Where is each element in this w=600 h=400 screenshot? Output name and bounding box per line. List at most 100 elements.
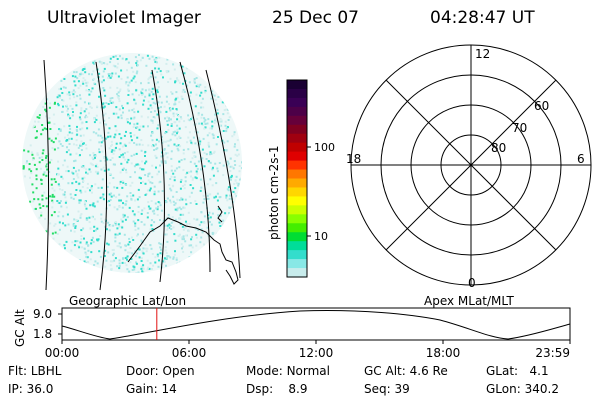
uv-pixel (168, 216, 171, 219)
uv-pixel (94, 165, 97, 168)
uv-pixel (198, 223, 201, 226)
uv-pixel (174, 103, 177, 106)
uv-pixel (45, 156, 47, 159)
uv-pixel (54, 101, 56, 104)
uv-pixel (209, 193, 212, 196)
uv-pixel (195, 93, 198, 96)
uv-pixel (126, 258, 128, 261)
uv-pixel (167, 81, 170, 83)
uv-pixel (222, 174, 225, 177)
uv-pixel (235, 182, 238, 185)
uv-pixel (75, 139, 78, 142)
uv-pixel (214, 113, 217, 116)
uv-pixel (177, 114, 180, 117)
uv-pixel (174, 134, 177, 137)
uv-pixel (165, 201, 168, 204)
uv-pixel (204, 89, 207, 92)
colorbar-segment (287, 241, 307, 251)
uv-pixel (72, 166, 75, 169)
colorbar-tick-label: 10 (314, 230, 328, 243)
uv-pixel (136, 122, 139, 125)
uv-pixel (151, 182, 154, 185)
uv-pixel (158, 56, 161, 59)
uv-pixel (61, 177, 64, 180)
uv-pixel (130, 135, 132, 138)
status-glat: GLat: 4.1 (486, 364, 549, 378)
uv-pixel (111, 149, 114, 152)
uv-pixel (68, 97, 71, 100)
uv-pixel (121, 168, 124, 171)
uv-pixel (182, 235, 185, 238)
uv-pixel (71, 91, 74, 94)
uv-pixel (77, 176, 80, 179)
uv-pixel (23, 175, 26, 178)
uv-pixel (241, 161, 242, 164)
uv-pixel (134, 171, 136, 174)
uv-pixel (117, 116, 120, 119)
uv-pixel (163, 218, 166, 221)
uv-pixel (147, 179, 150, 182)
uv-pixel (119, 55, 121, 58)
uv-pixel (103, 255, 106, 257)
uv-pixel (57, 173, 60, 176)
uv-pixel (85, 144, 88, 146)
uv-pixel (67, 107, 69, 110)
uv-pixel (66, 165, 69, 168)
uv-pixel (77, 210, 80, 213)
uv-pixel (186, 67, 188, 70)
uv-pixel (159, 219, 161, 221)
uv-pixel (168, 139, 171, 142)
uv-pixel (162, 260, 165, 263)
uv-pixel (145, 250, 148, 253)
uv-pixel (179, 180, 182, 183)
uv-pixel (231, 165, 234, 168)
uv-pixel (169, 178, 172, 180)
uv-pixel (151, 228, 154, 230)
timeline-right-caption: Apex MLat/MLT (424, 294, 514, 308)
uv-pixel (147, 78, 150, 81)
uv-pixel (28, 163, 31, 165)
uv-pixel (166, 255, 169, 257)
uv-pixel (219, 120, 221, 123)
uv-pixel (43, 127, 46, 130)
uv-pixel (175, 167, 178, 170)
uv-pixel (80, 238, 83, 240)
uv-pixel (117, 91, 120, 94)
uv-pixel (108, 182, 111, 185)
uv-pixel (76, 77, 79, 80)
uv-pixel (78, 199, 81, 202)
uv-pixel (100, 61, 103, 63)
uv-pixel (100, 213, 103, 216)
uv-pixel (227, 119, 230, 121)
uv-pixel (140, 82, 142, 85)
uv-pixel (88, 216, 91, 219)
uv-pixel (154, 202, 157, 205)
uv-pixel (86, 116, 89, 118)
uv-pixel (147, 173, 150, 175)
uv-pixel (74, 240, 77, 243)
uv-pixel (126, 121, 129, 124)
uv-pixel (131, 181, 134, 184)
uv-pixel (50, 178, 53, 181)
uv-pixel (130, 117, 133, 120)
uv-pixel (166, 58, 169, 61)
uv-pixel (89, 204, 92, 207)
uv-pixel (91, 156, 94, 159)
uv-pixel (179, 137, 182, 139)
uv-pixel (114, 72, 117, 75)
uv-pixel (178, 120, 181, 123)
uv-pixel (89, 227, 92, 230)
uv-pixel (108, 117, 111, 119)
uv-pixel (187, 114, 190, 117)
uv-pixel (200, 106, 202, 109)
uv-pixel (62, 105, 64, 108)
uv-pixel (112, 55, 115, 58)
uv-pixel (105, 102, 108, 104)
uv-pixel (118, 98, 121, 100)
uv-pixel (112, 248, 115, 251)
uv-pixel (170, 189, 173, 192)
uv-pixel (169, 138, 172, 141)
uv-pixel (141, 209, 144, 212)
uv-pixel (194, 130, 197, 133)
uv-pixel (234, 187, 237, 190)
